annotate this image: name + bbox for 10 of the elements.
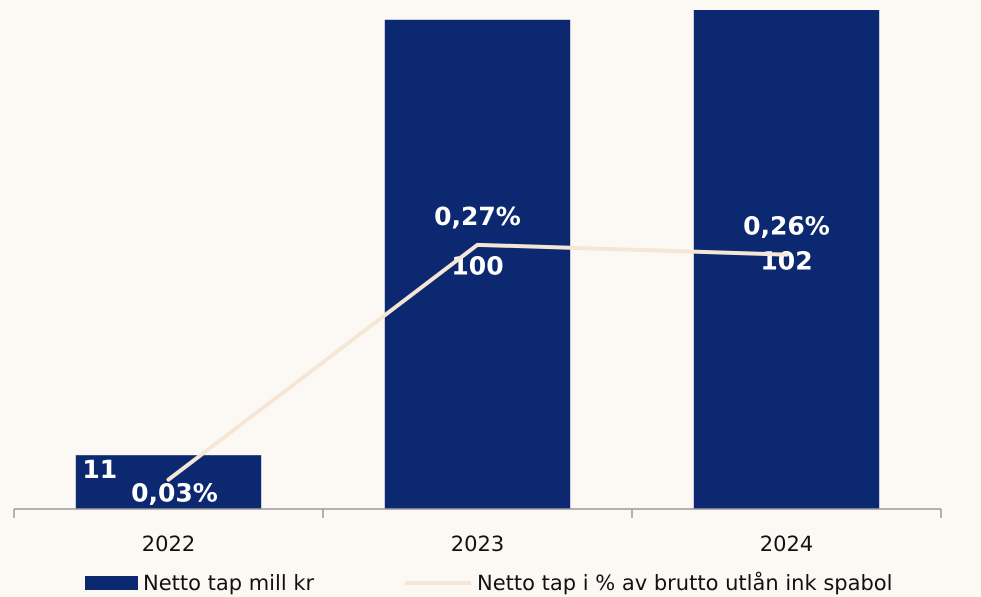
x-tick-label: 2024	[760, 532, 814, 556]
legend-label: Netto tap i % av brutto utlån ink spabol	[477, 571, 892, 595]
x-tick-label: 2022	[142, 532, 196, 556]
data-label: 0,03%	[131, 478, 218, 508]
data-label: 0,26%	[743, 212, 830, 241]
x-tick-label: 2023	[450, 532, 504, 556]
legend-label: Netto tap mill kr	[143, 571, 315, 595]
data-label: 100	[451, 251, 504, 280]
data-label: 11	[82, 455, 118, 484]
data-label: 0,27%	[434, 202, 521, 231]
